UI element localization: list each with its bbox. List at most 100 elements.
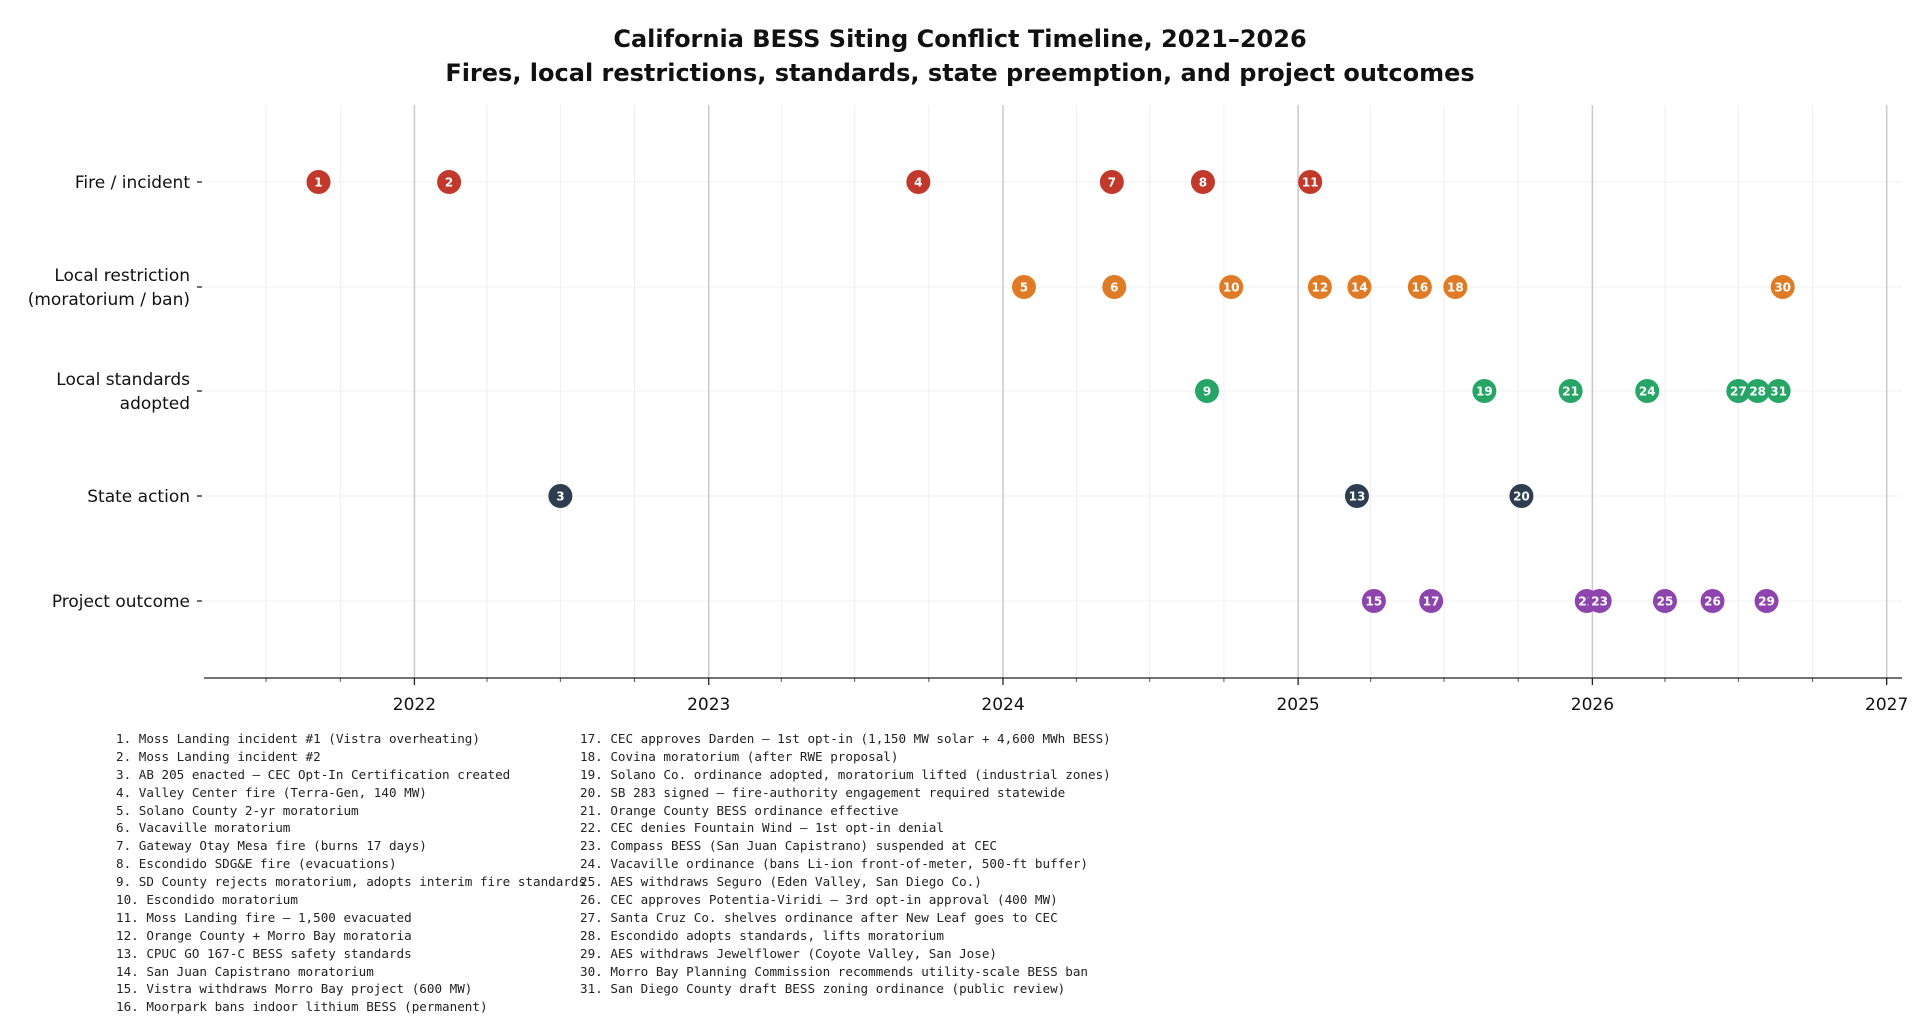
category-label: State action [87, 487, 190, 507]
event-marker-circle [1194, 379, 1219, 403]
event-marker-circle [1102, 275, 1127, 299]
event-marker: 20 [1509, 484, 1534, 508]
event-marker-circle [1407, 275, 1432, 299]
event-marker-number: 3 [556, 489, 564, 503]
event-marker-circle [1652, 589, 1677, 613]
legend-entry: 28. Escondido adopts standards, lifts mo… [580, 927, 944, 943]
legend-entry: 8. Escondido SDG&E fire (evacuations) [116, 856, 397, 872]
event-marker: 7 [1099, 170, 1124, 194]
event-marker-number: 1 [314, 175, 322, 189]
event-marker: 15 [1361, 589, 1386, 613]
chart-subtitle: Fires, local restrictions, standards, st… [445, 59, 1474, 87]
event-marker-number: 27 [1730, 384, 1747, 398]
event-marker: 23 [1587, 589, 1612, 613]
legend-entry: 9. SD County rejects moratorium, adopts … [116, 874, 587, 890]
event-marker-number: 26 [1704, 594, 1721, 608]
x-tick-label: 2025 [1276, 695, 1319, 715]
legend-entry: 2. Moss Landing incident #2 [116, 748, 321, 764]
event-marker-circle [1219, 275, 1244, 299]
event-marker-number: 9 [1203, 384, 1211, 398]
event-marker: 5 [1011, 275, 1036, 299]
event-marker-number: 14 [1351, 280, 1368, 294]
legend-entry: 25. AES withdraws Seguro (Eden Valley, S… [580, 874, 982, 890]
event-marker-number: 29 [1758, 594, 1775, 608]
legend-entry: 27. Santa Cruz Co. shelves ordinance aft… [580, 909, 1058, 925]
event-marker-circle [1011, 275, 1036, 299]
x-tick-label: 2022 [393, 695, 436, 715]
event-marker-circle [1344, 484, 1369, 508]
legend-entry: 15. Vistra withdraws Morro Bay project (… [116, 981, 473, 997]
legend-entry: 5. Solano County 2-yr moratorium [116, 802, 359, 818]
legend-entry: 17. CEC approves Darden — 1st opt-in (1,… [580, 731, 1111, 746]
event-marker-circle [1754, 589, 1779, 613]
event-marker-number: 19 [1476, 384, 1493, 398]
event-marker: 31 [1766, 379, 1791, 403]
event-marker: 11 [1298, 170, 1323, 194]
category-label: (moratorium / ban) [28, 290, 190, 310]
event-marker-number: 15 [1366, 594, 1383, 608]
category-label: Project outcome [52, 592, 190, 612]
event-marker-circle [1361, 589, 1386, 613]
legend-entry: 23. Compass BESS (San Juan Capistrano) s… [580, 838, 998, 854]
event-marker: 25 [1652, 589, 1677, 613]
event-marker-circle [1419, 589, 1444, 613]
legend-entry: 26. CEC approves Potentia-Viridi — 3rd o… [580, 892, 1058, 908]
category-label: Fire / incident [75, 173, 190, 193]
event-marker: 8 [1190, 170, 1215, 194]
legend-entry: 11. Moss Landing fire — 1,500 evacuated [116, 909, 412, 925]
event-marker-number: 4 [914, 175, 922, 189]
event-marker-circle [1307, 275, 1332, 299]
event-marker-number: 16 [1412, 280, 1429, 294]
event-marker: 10 [1219, 275, 1244, 299]
event-marker-circle [1770, 275, 1795, 299]
event-marker-circle [1700, 589, 1725, 613]
event-marker-circle [1635, 379, 1660, 403]
legend-entry: 13. CPUC GO 167-C BESS safety standards [116, 945, 412, 961]
legend-entry: 31. San Diego County draft BESS zoning o… [580, 981, 1066, 997]
event-marker: 3 [548, 484, 573, 508]
legend-entry: 10. Escondido moratorium [116, 892, 298, 908]
event-marker-circle [1726, 379, 1751, 403]
event-marker: 21 [1558, 379, 1583, 403]
event-marker: 12 [1307, 275, 1332, 299]
x-tick-label: 2027 [1865, 695, 1908, 715]
event-marker: 29 [1754, 589, 1779, 613]
event-marker: 17 [1419, 589, 1444, 613]
event-marker-number: 28 [1749, 384, 1766, 398]
legend-left-column: 1. Moss Landing incident #1 (Vistra over… [116, 730, 586, 1016]
event-marker-number: 2 [445, 175, 453, 189]
legend-entry: 22. CEC denies Fountain Wind — 1st opt-i… [580, 820, 944, 836]
event-marker: 2 [437, 170, 462, 194]
event-marker-number: 8 [1199, 175, 1207, 189]
category-label: Local standards [56, 370, 190, 390]
x-tick-label: 2023 [687, 695, 730, 715]
category-label: Local restriction [54, 266, 190, 286]
event-marker: 4 [906, 170, 931, 194]
event-marker-number: 20 [1513, 489, 1530, 503]
legend-entry: 12. Orange County + Morro Bay moratoria [116, 927, 412, 943]
legend-entry: 20. SB 283 signed — fire-authority engag… [580, 784, 1066, 800]
event-marker-number: 31 [1770, 384, 1787, 398]
event-marker: 28 [1745, 379, 1770, 403]
legend-entry: 30. Morro Bay Planning Commission recomm… [580, 963, 1088, 979]
event-marker: 26 [1700, 589, 1725, 613]
event-marker-number: 17 [1423, 594, 1440, 608]
event-marker-circle [1587, 589, 1612, 613]
event-marker-circle [1766, 379, 1791, 403]
event-marker: 19 [1472, 379, 1497, 403]
event-marker: 24 [1635, 379, 1660, 403]
event-marker-circle [906, 170, 931, 194]
event-marker-circle [1099, 170, 1124, 194]
event-marker-circle [1298, 170, 1323, 194]
legend-entry: 16. Moorpark bans indoor lithium BESS (p… [116, 999, 488, 1015]
legend-entry: 18. Covina moratorium (after RWE proposa… [580, 748, 899, 764]
event-marker-circle [1347, 275, 1372, 299]
event-marker-number: 30 [1774, 280, 1791, 294]
legend-entry: 14. San Juan Capistrano moratorium [116, 963, 374, 979]
event-marker: 1 [306, 170, 331, 194]
event-marker-number: 23 [1591, 594, 1608, 608]
event-marker: 13 [1344, 484, 1369, 508]
event-marker-number: 13 [1349, 489, 1366, 503]
event-marker-circle [1745, 379, 1770, 403]
